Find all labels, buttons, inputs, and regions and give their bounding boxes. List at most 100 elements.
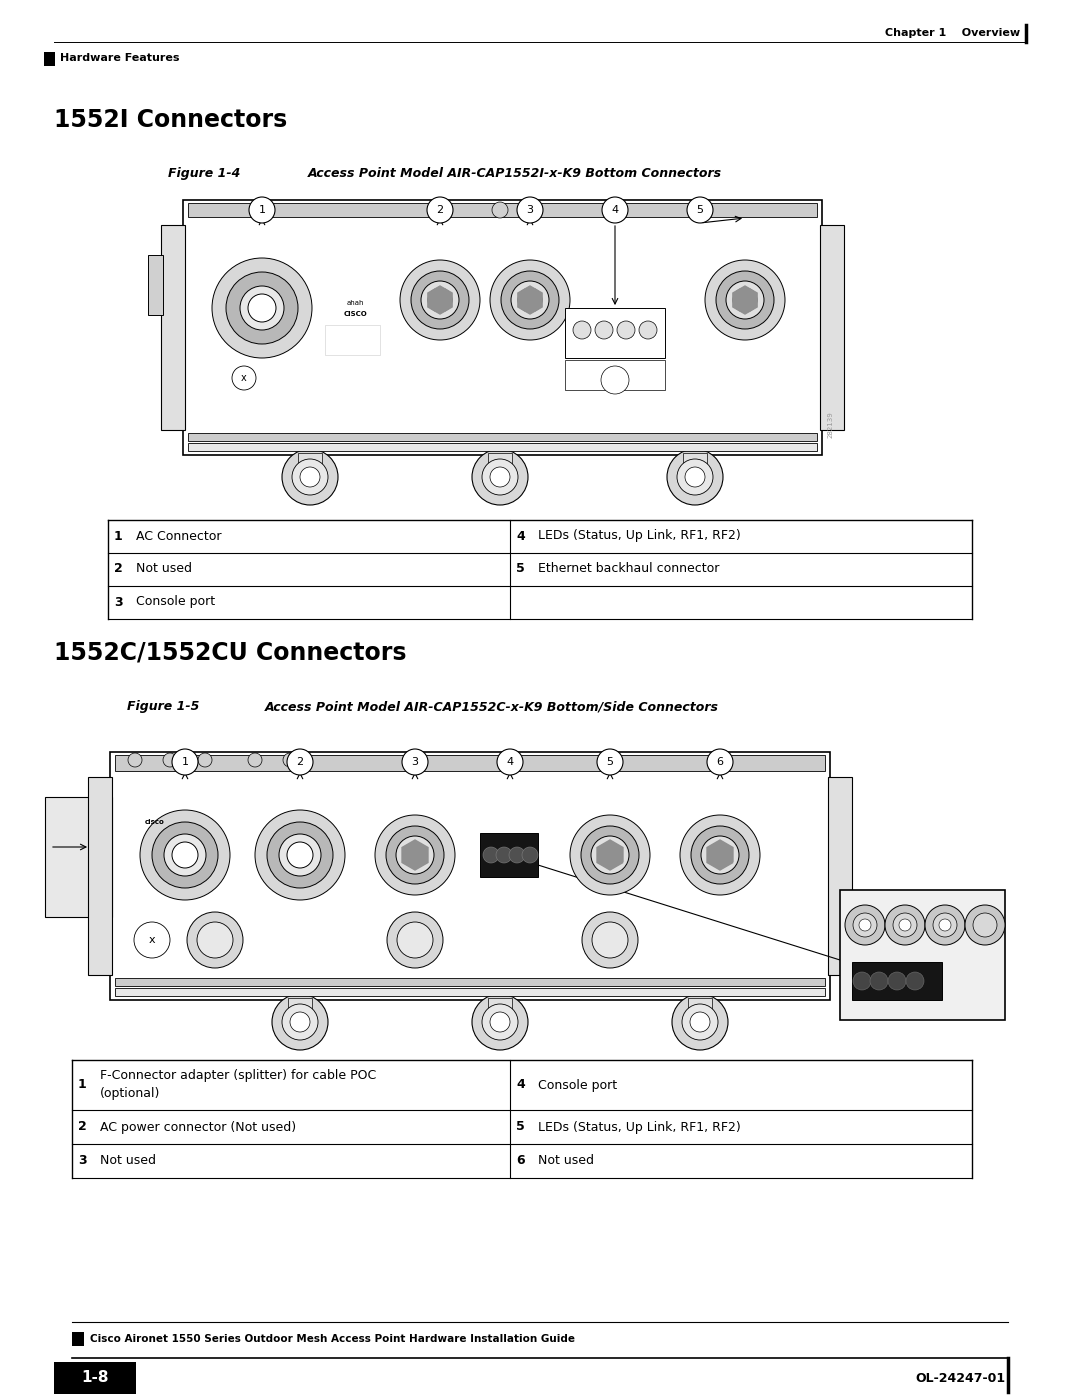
Bar <box>688 997 712 1023</box>
Circle shape <box>472 995 528 1051</box>
Circle shape <box>248 753 262 767</box>
Text: 2: 2 <box>114 563 123 576</box>
Text: 1: 1 <box>78 1078 86 1091</box>
Circle shape <box>282 448 338 504</box>
Circle shape <box>387 912 443 968</box>
Text: Ethernet backhaul connector: Ethernet backhaul connector <box>538 563 719 576</box>
Circle shape <box>163 753 177 767</box>
Circle shape <box>248 293 276 321</box>
Circle shape <box>939 919 951 930</box>
Text: 5: 5 <box>516 1120 525 1133</box>
Text: 5: 5 <box>607 757 613 767</box>
Bar <box>54 1362 136 1394</box>
Polygon shape <box>733 286 757 314</box>
Bar <box>488 997 512 1023</box>
Circle shape <box>677 460 713 495</box>
Circle shape <box>232 366 256 390</box>
Text: LEDs (Status, Up Link, RF1, RF2): LEDs (Status, Up Link, RF1, RF2) <box>538 529 741 542</box>
Circle shape <box>509 847 525 863</box>
Circle shape <box>396 835 434 875</box>
Bar <box>325 326 380 355</box>
Text: 282139: 282139 <box>828 412 834 439</box>
Circle shape <box>726 281 764 319</box>
Circle shape <box>282 1004 318 1039</box>
Circle shape <box>492 203 508 218</box>
Circle shape <box>279 834 321 876</box>
Circle shape <box>708 842 732 868</box>
Circle shape <box>667 448 723 504</box>
Text: 331577: 331577 <box>840 977 846 1003</box>
Bar <box>565 360 665 390</box>
Bar <box>840 890 1005 1020</box>
Text: CON: CON <box>847 907 859 911</box>
Circle shape <box>685 467 705 488</box>
Text: 1: 1 <box>114 529 123 542</box>
Circle shape <box>482 460 518 495</box>
Circle shape <box>591 835 629 875</box>
Circle shape <box>497 749 523 775</box>
Text: UP
LNK: UP LNK <box>880 907 890 916</box>
Circle shape <box>140 810 230 900</box>
Circle shape <box>615 205 625 215</box>
Polygon shape <box>428 286 453 314</box>
Circle shape <box>496 847 512 863</box>
Circle shape <box>402 749 428 775</box>
Circle shape <box>602 197 627 224</box>
Bar <box>87 777 112 975</box>
Circle shape <box>482 1004 518 1039</box>
Text: LEDs (Status, Up Link, RF1, RF2): LEDs (Status, Up Link, RF1, RF2) <box>538 1120 741 1133</box>
Circle shape <box>906 972 924 990</box>
Polygon shape <box>707 840 733 870</box>
Circle shape <box>845 905 885 944</box>
Circle shape <box>690 1011 710 1032</box>
Circle shape <box>240 286 284 330</box>
Circle shape <box>187 912 243 968</box>
Circle shape <box>287 842 313 868</box>
Text: Not used: Not used <box>136 563 192 576</box>
Bar <box>820 225 843 430</box>
Text: Not used: Not used <box>538 1154 594 1168</box>
Text: AC Connector: AC Connector <box>136 529 221 542</box>
Circle shape <box>490 260 570 339</box>
Circle shape <box>680 814 760 895</box>
Text: Access Point Model AIR-CAP1552C-x-K9 Bottom/Side Connectors: Access Point Model AIR-CAP1552C-x-K9 Bot… <box>265 700 719 712</box>
Circle shape <box>397 922 433 958</box>
Text: CISCO: CISCO <box>343 312 367 317</box>
Circle shape <box>490 467 510 488</box>
Text: Not used: Not used <box>100 1154 156 1168</box>
Circle shape <box>716 271 774 330</box>
Polygon shape <box>402 840 428 870</box>
Circle shape <box>966 905 1005 944</box>
Circle shape <box>292 460 328 495</box>
Circle shape <box>300 467 320 488</box>
Text: 2: 2 <box>436 205 444 215</box>
Text: 1: 1 <box>181 757 189 767</box>
Circle shape <box>701 835 739 875</box>
Bar <box>828 777 852 975</box>
Circle shape <box>639 321 657 339</box>
Text: 4: 4 <box>611 205 619 215</box>
Bar <box>161 225 185 430</box>
Polygon shape <box>597 840 623 870</box>
Circle shape <box>870 972 888 990</box>
Bar <box>45 798 112 916</box>
Bar <box>852 963 942 1000</box>
Bar <box>44 52 55 66</box>
Text: OL-24247-01: OL-24247-01 <box>915 1372 1005 1384</box>
Text: 4: 4 <box>507 757 514 767</box>
Circle shape <box>249 197 275 224</box>
Circle shape <box>672 995 728 1051</box>
Text: 1: 1 <box>258 205 266 215</box>
Circle shape <box>853 972 870 990</box>
Circle shape <box>501 271 559 330</box>
Text: 1552C/1552CU Connectors: 1552C/1552CU Connectors <box>54 640 406 664</box>
Circle shape <box>283 753 297 767</box>
Circle shape <box>198 753 212 767</box>
Circle shape <box>172 842 198 868</box>
Text: 3: 3 <box>527 205 534 215</box>
Circle shape <box>573 321 591 339</box>
Text: 1552I Connectors: 1552I Connectors <box>54 108 287 131</box>
Circle shape <box>924 905 966 944</box>
Bar <box>188 433 816 441</box>
Circle shape <box>595 321 613 339</box>
